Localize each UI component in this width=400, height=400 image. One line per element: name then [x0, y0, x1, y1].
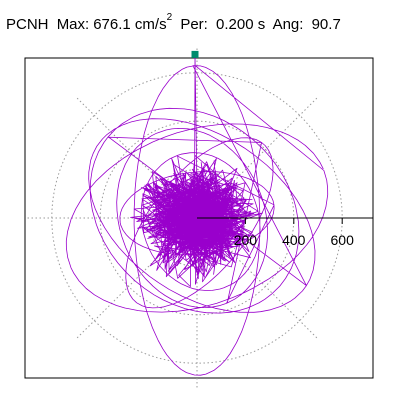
axis-tick-label: 200	[234, 232, 258, 248]
radial-axis: 200 400 600	[197, 217, 373, 248]
max-value: 676.1 cm/s	[93, 16, 167, 33]
motion-trace	[65, 54, 329, 376]
station-code: PCNH	[6, 16, 49, 33]
axis-tick-label: 400	[282, 232, 306, 248]
chart-header: PCNH Max: 676.1 cm/s2 Per: 0.200 s Ang: 9…	[6, 12, 345, 33]
trace-path	[65, 54, 329, 376]
peak-marker-group	[191, 50, 199, 58]
ang-label: Ang:	[272, 16, 304, 33]
peak-marker	[191, 50, 199, 58]
per-value: 0.200 s	[216, 16, 266, 33]
per-label: Per:	[180, 16, 208, 33]
axis-tick-label: 600	[331, 232, 355, 248]
max-unit-exponent: 2	[166, 12, 173, 23]
max-label: Max:	[56, 16, 90, 33]
ang-value: 90.7	[311, 16, 341, 33]
